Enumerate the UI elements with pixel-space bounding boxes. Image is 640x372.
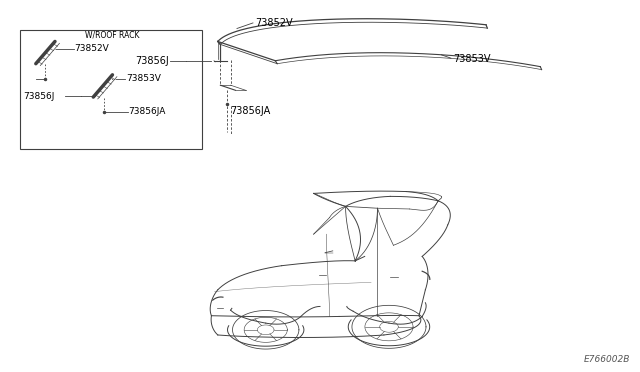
Text: 73853V: 73853V [453,54,490,64]
Text: 73856JA: 73856JA [129,108,166,116]
Text: 73856J: 73856J [23,92,54,101]
Text: 73853V: 73853V [126,74,161,83]
Text: 73852V: 73852V [74,44,109,53]
Text: W/ROOF RACK: W/ROOF RACK [85,31,140,39]
Text: E766002B: E766002B [583,355,630,364]
Text: 73856J: 73856J [135,56,168,66]
Text: 73856JA: 73856JA [230,106,271,116]
Text: 73852V: 73852V [255,18,292,28]
Bar [20,31,202,149]
